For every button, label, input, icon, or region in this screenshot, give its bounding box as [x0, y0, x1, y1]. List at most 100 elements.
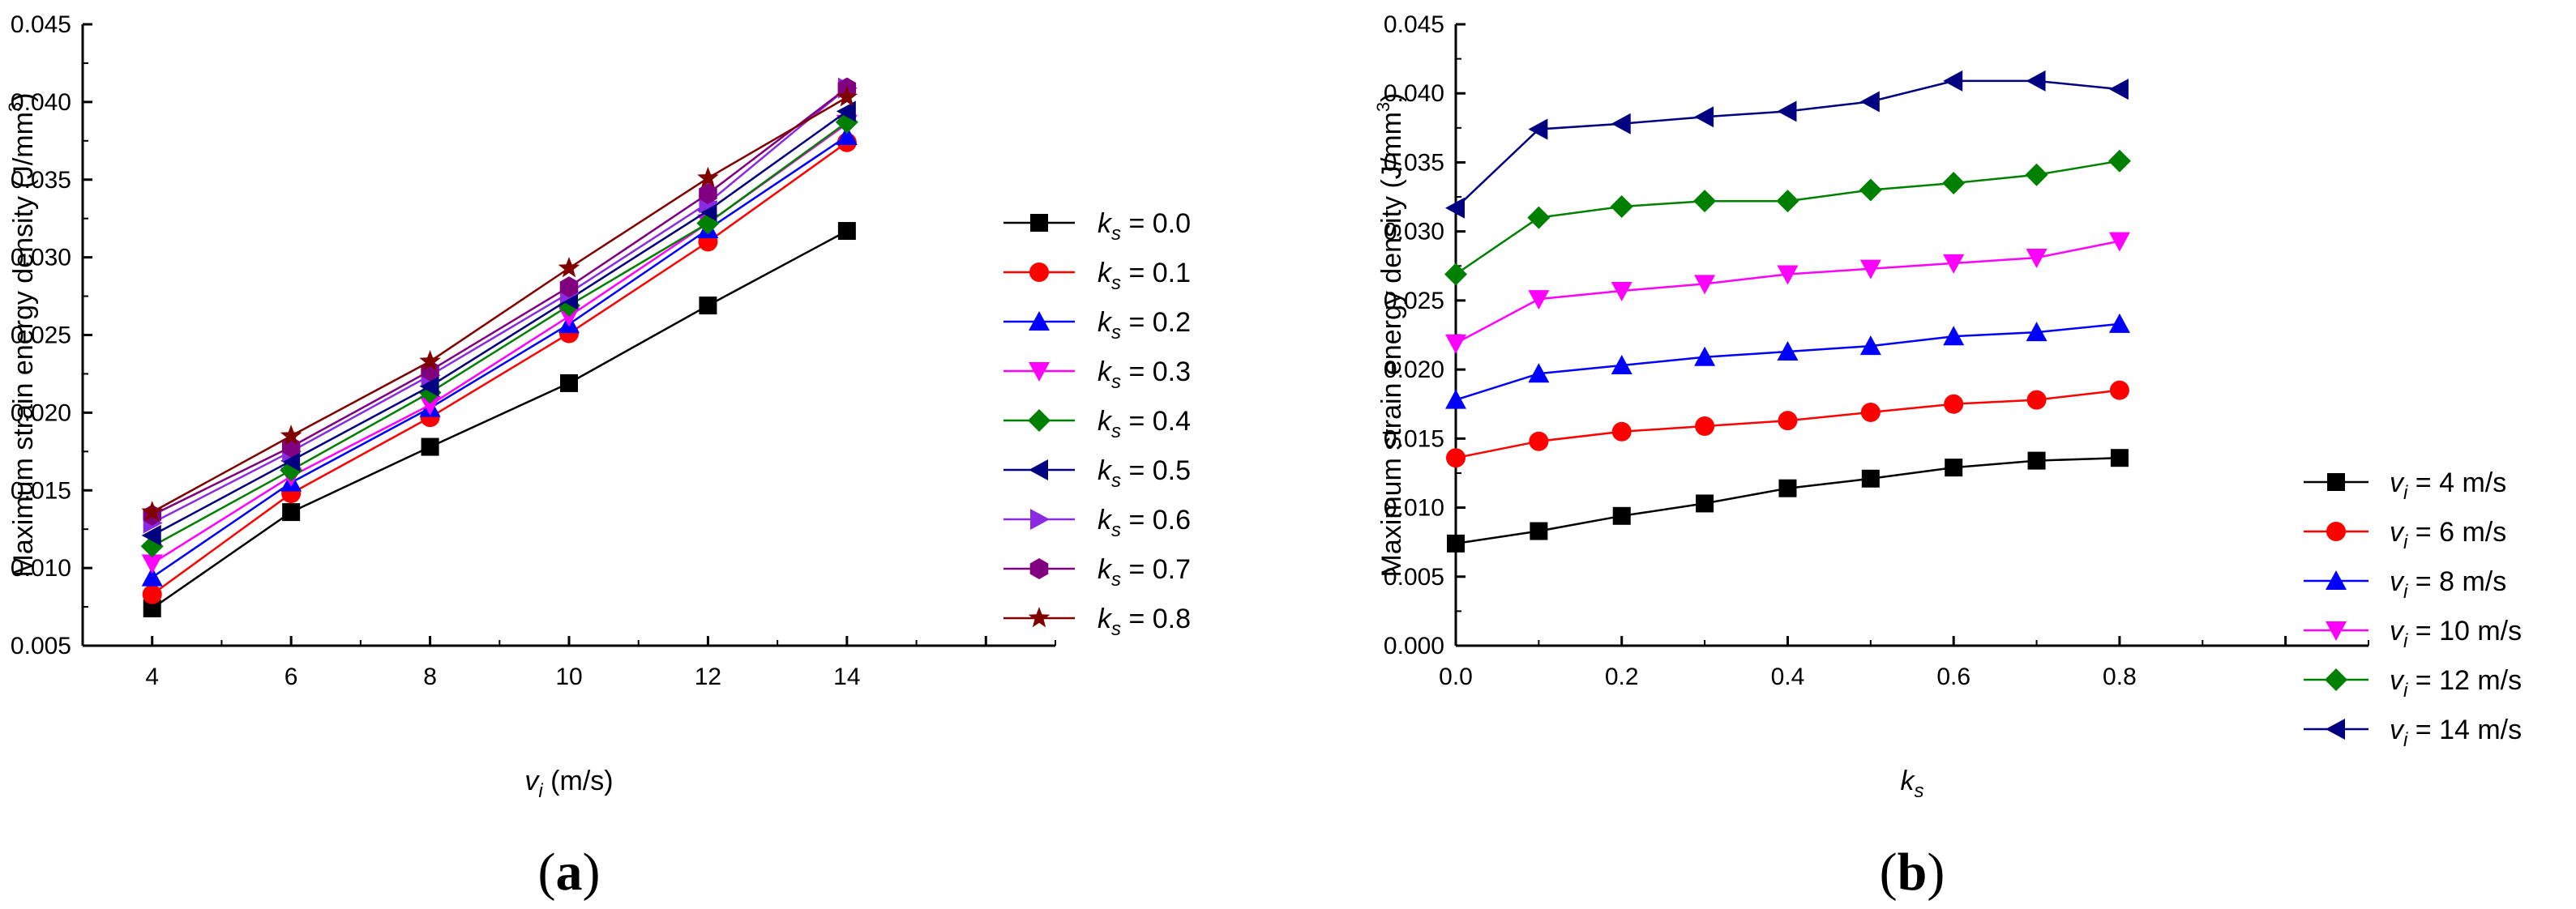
- y-axis-label-close: ): [8, 93, 39, 102]
- legend: ks = 0.0ks = 0.1ks = 0.2ks = 0.3ks = 0.4…: [1003, 208, 1191, 640]
- series-3: [141, 114, 858, 574]
- data-point: [560, 373, 578, 392]
- legend-label: ks = 0.4: [1098, 406, 1191, 442]
- legend-label: ks = 0.1: [1098, 258, 1191, 294]
- legend-label-sub: i: [2403, 531, 2408, 553]
- series-3: [1445, 232, 2130, 354]
- data-point: [1611, 421, 1632, 442]
- legend-label: ks = 0.6: [1098, 505, 1191, 541]
- legend-label-main: k: [1098, 604, 1113, 634]
- data-point: [1445, 334, 1466, 354]
- data-point: [1610, 194, 1633, 218]
- data-point: [1528, 363, 1550, 383]
- x-tick-label: 6: [285, 664, 298, 690]
- x-tick-label: 0.8: [2103, 664, 2137, 690]
- legend-marker: [1030, 214, 1048, 232]
- data-point: [1695, 416, 1715, 436]
- series-line: [152, 87, 848, 517]
- legend-marker: [1029, 262, 1049, 282]
- panel-label-letter: a: [556, 843, 583, 902]
- x-axis-label: ks: [1901, 766, 1924, 802]
- data-point: [2107, 149, 2131, 173]
- legend-label-rest: = 14 m/s: [2407, 715, 2522, 745]
- y-tick-label: 0.005: [1384, 564, 1444, 591]
- data-point: [1943, 70, 1963, 92]
- data-point: [1943, 254, 1965, 274]
- data-point: [1778, 411, 1798, 431]
- data-point: [2026, 70, 2046, 92]
- data-point: [697, 166, 719, 188]
- data-point: [2108, 232, 2130, 252]
- x-tick-label: 0.6: [1936, 664, 1971, 690]
- data-point: [419, 350, 441, 371]
- legend-label: ks = 0.7: [1098, 554, 1191, 591]
- data-point: [1778, 479, 1797, 497]
- data-point: [1860, 402, 1881, 422]
- y-tick-label: 0.010: [1384, 495, 1444, 522]
- data-point: [559, 276, 579, 298]
- series-line: [151, 229, 848, 610]
- data-point: [1694, 346, 1716, 366]
- y-axis-label-sup: 3: [5, 102, 25, 112]
- data-point: [1776, 190, 1799, 213]
- y-tick-label: 0.035: [1384, 149, 1444, 176]
- legend-label-main: k: [1098, 505, 1113, 536]
- data-point: [2026, 322, 2048, 342]
- x-axis-label: vi (m/s): [524, 766, 613, 802]
- legend-marker: [2326, 570, 2347, 590]
- legend-label-rest: = 4 m/s: [2407, 467, 2506, 498]
- x-tick-label: 0.0: [1439, 664, 1473, 690]
- series-8: [141, 86, 858, 522]
- y-tick-label: 0.030: [11, 245, 71, 271]
- legend-label-main: v: [2390, 665, 2405, 696]
- data-point: [1859, 259, 1881, 280]
- legend-marker: [1029, 311, 1050, 331]
- series-line: [1455, 160, 2120, 275]
- series-2: [1445, 313, 2130, 409]
- series-0: [1447, 449, 2129, 553]
- y-axis-label-main: Maximum strain energy density (J/mm: [8, 112, 39, 577]
- legend-label-rest: = 0.0: [1121, 208, 1191, 239]
- legend-label-sub: i: [2403, 482, 2408, 504]
- legend-label-rest: = 0.1: [1121, 258, 1191, 288]
- series-line: [1455, 322, 2120, 401]
- data-point: [141, 524, 161, 546]
- data-point: [142, 584, 162, 604]
- panel-label-open: (: [1880, 843, 1898, 902]
- series-line: [151, 141, 848, 595]
- y-axis-label: Maximum strain energy density (J/mm3): [5, 93, 39, 578]
- legend-label: ks = 0.5: [1098, 455, 1191, 492]
- legend-label-rest: = 12 m/s: [2407, 665, 2522, 696]
- y-tick-label: 0.045: [1384, 11, 1444, 38]
- legend-label-main: v: [2390, 616, 2405, 647]
- y-tick-label: 0.035: [11, 167, 71, 194]
- legend-label: vi = 6 m/s: [2390, 517, 2506, 553]
- x-tick-label: 14: [833, 664, 860, 690]
- data-point: [1527, 206, 1551, 229]
- y-tick-label: 0.015: [11, 477, 71, 504]
- data-point: [282, 503, 301, 522]
- panel-label-letter: b: [1898, 843, 1928, 902]
- y-tick-label: 0.025: [11, 322, 71, 349]
- legend-label: ks = 0.2: [1098, 307, 1191, 344]
- y-tick-label: 0.040: [11, 89, 71, 116]
- data-point: [1528, 118, 1548, 140]
- legend-label: ks = 0.0: [1098, 208, 1191, 245]
- data-point: [419, 395, 441, 416]
- data-point: [1943, 326, 1965, 346]
- x-axis-label-sub: s: [1915, 780, 1924, 802]
- data-point: [1611, 113, 1631, 134]
- chart-panel-a: 0.005 0.010 0.015 0.020 0.025 0.030 0.035 0.040…: [5, 11, 1191, 902]
- data-point: [1530, 522, 1548, 540]
- legend-label-sub: s: [1111, 223, 1121, 245]
- legend-label: ks = 0.8: [1098, 604, 1191, 640]
- legend-marker: [2326, 621, 2347, 641]
- y-axis-label-close: ): [1376, 93, 1407, 102]
- data-point: [1693, 190, 1717, 213]
- legend-label: vi = 8 m/s: [2390, 566, 2506, 603]
- data-point: [1446, 448, 1466, 468]
- legend-label-sub: s: [1111, 272, 1121, 294]
- legend-label-sub: s: [1111, 470, 1121, 492]
- legend-label-sub: s: [1111, 618, 1121, 640]
- data-point: [280, 450, 301, 472]
